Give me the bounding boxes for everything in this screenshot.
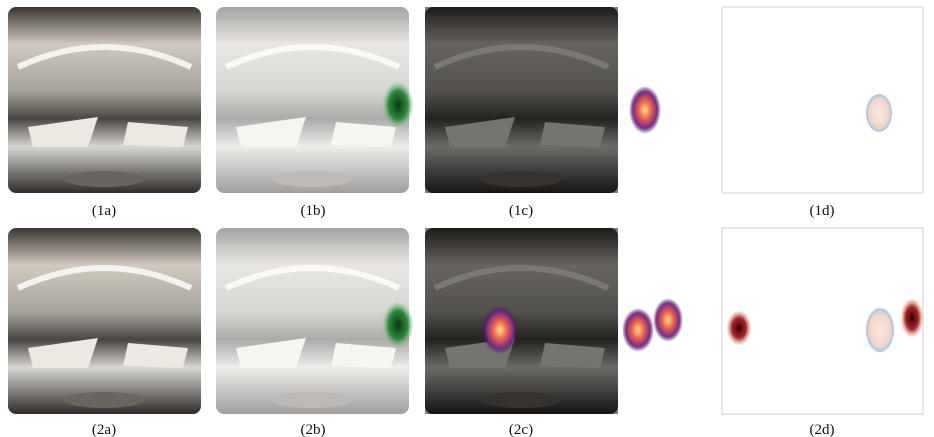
caption: (2d) xyxy=(810,422,835,437)
image xyxy=(425,7,661,193)
caption: (2c) xyxy=(509,422,533,437)
image xyxy=(8,7,201,193)
caption: (2a) xyxy=(92,422,116,437)
caption: (1c) xyxy=(509,203,533,219)
image xyxy=(8,228,201,414)
image xyxy=(722,7,923,193)
caption: (1b) xyxy=(301,203,326,219)
image xyxy=(216,7,414,193)
image xyxy=(722,228,923,414)
image xyxy=(425,228,683,414)
caption: (1a) xyxy=(92,203,116,219)
figure: (1a) (1b) (1c) (1d) (2a) (2b) (2c) (2d) xyxy=(0,0,934,437)
caption: (2b) xyxy=(301,422,326,437)
caption: (1d) xyxy=(810,203,835,219)
image xyxy=(216,228,414,414)
